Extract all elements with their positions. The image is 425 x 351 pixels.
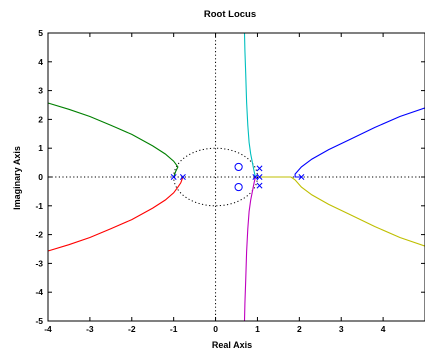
locus-branch-magenta [243, 176, 256, 322]
pole-marker [256, 182, 263, 189]
x-tick-label: 1 [255, 324, 260, 334]
y-tick-label: -2 [35, 230, 43, 240]
y-tick-label: 4 [38, 57, 43, 67]
x-tick-label: 3 [339, 324, 344, 334]
locus-branch-green [47, 102, 179, 178]
locus-branch-cyan [243, 32, 256, 178]
y-tick-label: -4 [35, 287, 43, 297]
pole-marker [179, 174, 186, 180]
pole-marker [252, 174, 259, 180]
x-tick-label: -4 [44, 324, 52, 334]
locus-branch-yellow [259, 176, 425, 247]
x-tick-label: -2 [128, 324, 136, 334]
locus-branch-blue [294, 107, 425, 178]
pole-zero-markers [170, 162, 305, 192]
x-tick-label: -3 [86, 324, 94, 334]
x-tick-label: 0 [213, 324, 218, 334]
x-tick-label: -1 [170, 324, 178, 334]
y-tick-label: -1 [35, 201, 43, 211]
locus-branch-red [47, 176, 184, 252]
locus-branches [47, 32, 425, 322]
pole-marker [256, 174, 263, 180]
pole-marker [298, 174, 305, 180]
y-tick-label: 3 [38, 86, 43, 96]
pole-marker [256, 165, 263, 172]
y-axis-title: Imaginary Axis [12, 146, 22, 210]
zero-marker [234, 162, 243, 172]
y-tick-label: 0 [38, 172, 43, 182]
y-tick-label: 5 [38, 28, 43, 38]
x-tick-label: 4 [381, 324, 386, 334]
y-tick-label: 1 [38, 143, 43, 153]
chart-title: Root Locus [204, 9, 256, 20]
pole-marker [170, 174, 177, 180]
x-tick-label: 2 [297, 324, 302, 334]
y-tick-label: 2 [38, 114, 43, 124]
zero-marker [234, 182, 243, 192]
y-tick-label: -5 [35, 316, 43, 326]
y-tick-label: -3 [35, 258, 43, 268]
x-axis-title: Real Axis [212, 340, 252, 350]
